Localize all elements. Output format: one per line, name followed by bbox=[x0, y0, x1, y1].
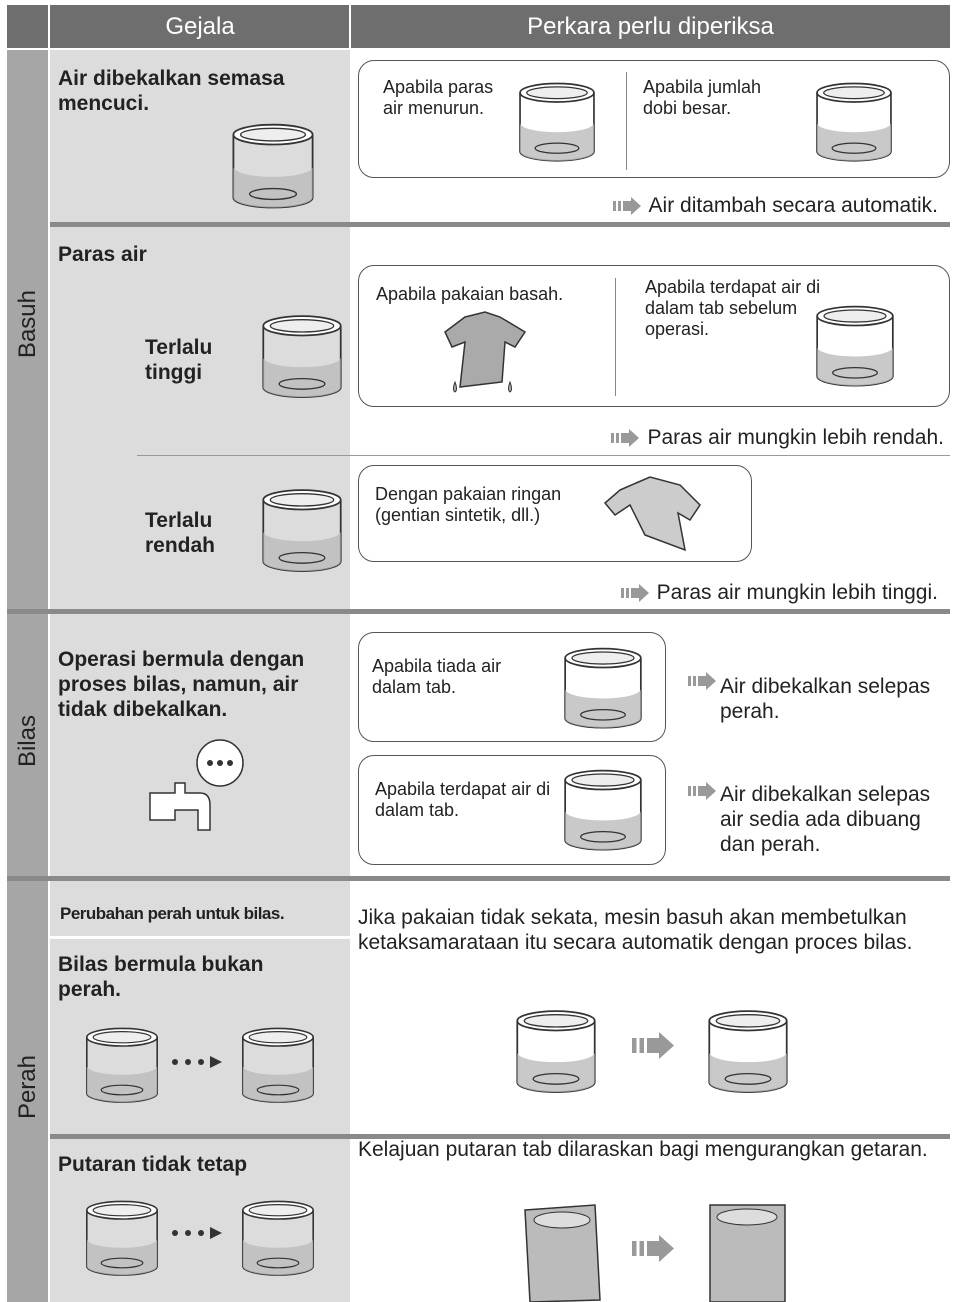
tub-icon bbox=[238, 1195, 318, 1283]
tub-icon bbox=[515, 78, 599, 168]
check-text: Apabila paras air menurun. bbox=[383, 77, 494, 118]
result: Paras air mungkin lebih tinggi. bbox=[338, 580, 938, 605]
section-label: Perah bbox=[14, 1055, 41, 1120]
arrow-icon bbox=[688, 782, 718, 800]
check-text: Apabila jumlah dobi besar. bbox=[643, 77, 762, 118]
tub-icon bbox=[560, 764, 646, 858]
result: Paras air mungkin lebih rendah. bbox=[344, 425, 944, 450]
tub-icon bbox=[512, 1005, 600, 1100]
symptom: Operasi bermula dengan proses bilas, nam… bbox=[58, 648, 305, 721]
machine-icon bbox=[709, 1204, 786, 1302]
result-text: Air ditambah secara automatik. bbox=[648, 194, 938, 217]
description: Kelajuan putaran tab dilaraskan bagi men… bbox=[358, 1138, 928, 1161]
tap-icon bbox=[149, 739, 244, 831]
section-strip bbox=[7, 50, 48, 1302]
arrow-icon bbox=[611, 429, 641, 447]
machine-icon bbox=[524, 1204, 601, 1302]
description: Jika pakaian tidak sekata, mesin basuh a… bbox=[358, 906, 913, 954]
symptom: Bilas bermula bukan perah. bbox=[58, 953, 264, 1001]
check-text: Dengan pakaian ringan (gentian sintetik,… bbox=[375, 484, 562, 525]
sub-symptom: Terlalu rendah bbox=[145, 509, 216, 557]
arrow-icon bbox=[613, 197, 643, 215]
box-divider bbox=[615, 278, 616, 396]
tub-icon bbox=[704, 1005, 792, 1100]
sub-symptom: Terlalu tinggi bbox=[145, 336, 213, 384]
result-text: Paras air mungkin lebih tinggi. bbox=[656, 581, 938, 604]
arrow-icon bbox=[688, 672, 718, 690]
tub-icon bbox=[812, 78, 896, 168]
tub-icon bbox=[228, 122, 318, 212]
check-text: Apabila tiada air dalam tab. bbox=[372, 656, 502, 697]
cell-separator bbox=[50, 936, 350, 939]
header-divider bbox=[349, 5, 351, 48]
arrow-icon bbox=[632, 1235, 677, 1262]
header-divider bbox=[48, 5, 50, 48]
section-label: Basuh bbox=[14, 290, 41, 359]
dots-arrow bbox=[172, 1056, 222, 1068]
arrow-icon bbox=[632, 1032, 677, 1059]
symptom: Paras air bbox=[58, 243, 147, 266]
shirt-icon bbox=[603, 476, 701, 552]
tub-icon bbox=[560, 642, 646, 736]
tub-icon bbox=[258, 310, 346, 405]
header-symptom: Gejala bbox=[165, 13, 235, 40]
symptom: Putaran tidak tetap bbox=[58, 1153, 248, 1176]
row-separator bbox=[137, 455, 950, 456]
section-separator bbox=[7, 609, 950, 614]
check-text: Apabila pakaian basah. bbox=[376, 284, 564, 304]
tub-icon bbox=[82, 1195, 162, 1283]
check-text: Apabila terdapat air di dalam tab. bbox=[375, 779, 551, 820]
result-text: Air dibekalkan selepas perah. bbox=[720, 675, 931, 723]
check-text: Apabila terdapat air di dalam tab sebelu… bbox=[645, 277, 821, 339]
result: Air ditambah secara automatik. bbox=[338, 193, 938, 218]
tub-icon bbox=[812, 300, 898, 394]
header-bar bbox=[7, 5, 950, 48]
result-text: Paras air mungkin lebih rendah. bbox=[647, 426, 944, 449]
row-separator bbox=[50, 222, 950, 227]
tub-icon bbox=[82, 1022, 162, 1110]
dots-arrow bbox=[172, 1227, 222, 1239]
box-divider bbox=[626, 72, 627, 170]
symptom: Air dibekalkan semasa mencuci. bbox=[58, 67, 285, 115]
note: Perubahan perah untuk bilas. bbox=[60, 904, 285, 923]
tub-icon bbox=[238, 1022, 318, 1110]
result-text: Air dibekalkan selepas air sedia ada dib… bbox=[720, 783, 931, 856]
row-separator bbox=[50, 1134, 950, 1139]
arrow-icon bbox=[621, 584, 651, 602]
shirt-icon bbox=[444, 311, 527, 393]
header-check: Perkara perlu diperiksa bbox=[527, 13, 774, 40]
section-separator bbox=[7, 876, 950, 881]
section-label: Bilas bbox=[14, 715, 41, 768]
tub-icon bbox=[258, 484, 346, 579]
